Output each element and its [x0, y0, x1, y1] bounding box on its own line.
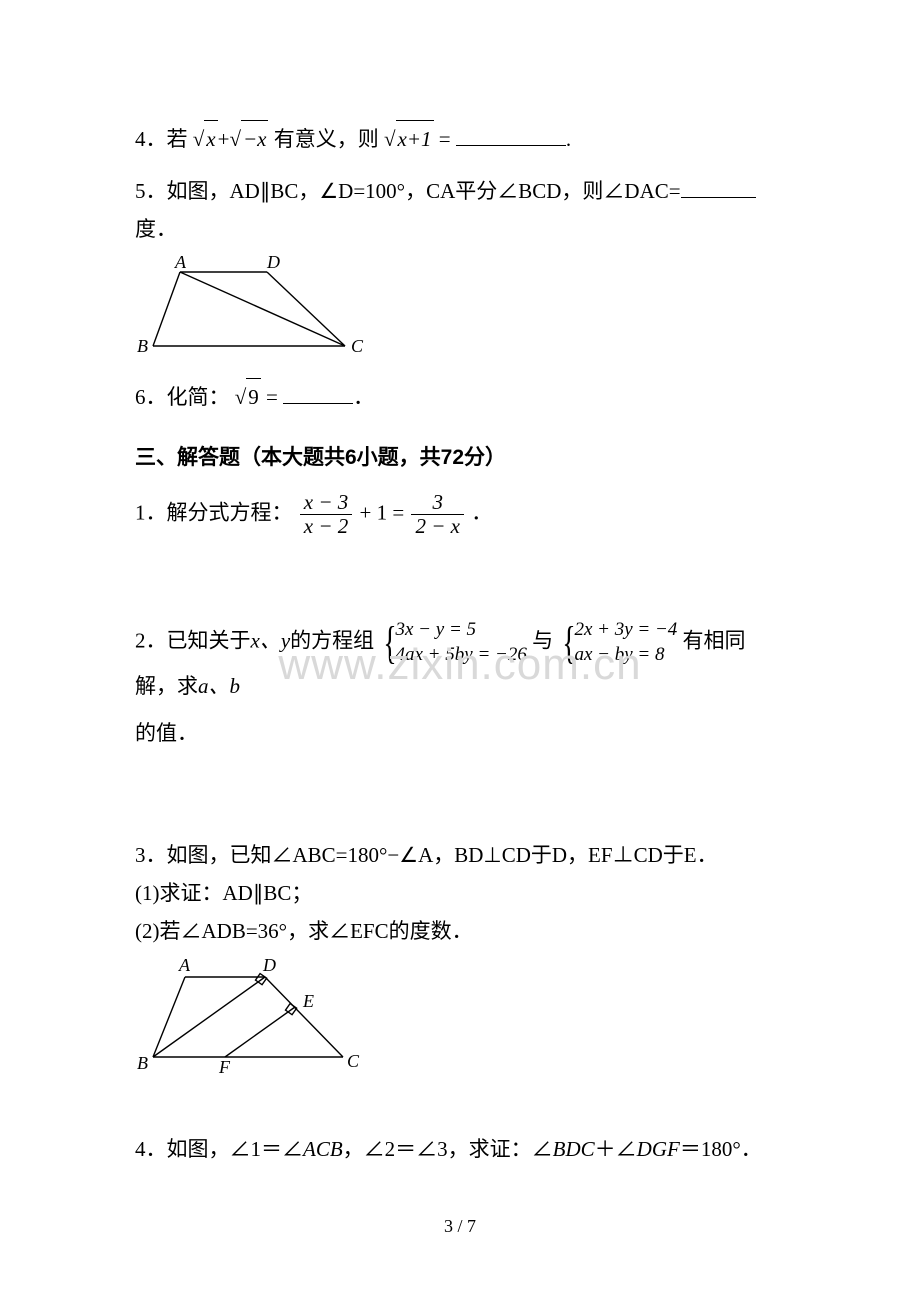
p2-sys1: {3x − y = 54ax + 5by = −26: [379, 618, 526, 667]
p4-suffix: ＝180°．: [680, 1137, 762, 1161]
section-3-title: 三、解答题（本大题共6小题，共72分）: [135, 439, 785, 477]
question-5: 5．如图，AD∥BC，∠D=100°，CA平分∠BCD，则∠DAC= 度． A D…: [135, 173, 785, 365]
page-footer: 3 / 7: [0, 1210, 920, 1242]
label-A: A: [174, 254, 187, 272]
p1-frac2: 32 − x: [411, 491, 464, 538]
problem-1: 1．解分式方程： x − 3x − 2 + 1 = 32 − x ．: [135, 491, 785, 538]
p3-l1: 3．如图，已知∠ABC=180°−∠A，BD⊥CD于D，EF⊥CD于E．: [135, 837, 785, 875]
p3-l3: (2)若∠ADB=36°，求∠EFC的度数．: [135, 913, 785, 951]
q6-eq: =: [266, 385, 283, 409]
p4-dgf: DGF: [637, 1137, 680, 1161]
q4-mid: 有意义，则: [274, 127, 379, 151]
problem-3: 3．如图，已知∠ABC=180°−∠A，BD⊥CD于D，EF⊥CD于E． (1)…: [135, 837, 785, 1076]
question-6: 6．化简： √9 = ．: [135, 378, 785, 417]
label-B: B: [137, 336, 148, 356]
label-E: E: [302, 991, 314, 1011]
p2-prefix: 2．已知关于: [135, 629, 251, 653]
p4-bdc: BDC: [553, 1137, 595, 1161]
q4-sqrt-x: √x: [193, 120, 218, 159]
problem-2: 2．已知关于x、y的方程组 {3x − y = 54ax + 5by = −26…: [135, 618, 785, 753]
p4-acb: ACB: [303, 1137, 343, 1161]
p3-l2: (1)求证：AD∥BC；: [135, 875, 785, 913]
q5-suffix: 度．: [135, 217, 177, 241]
q6-period: ．: [353, 385, 374, 409]
question-4: 4．若 √x+√−x 有意义，则 √x+1 = .: [135, 120, 785, 159]
p1-prefix: 1．解分式方程：: [135, 500, 293, 524]
q5-blank: [681, 197, 756, 198]
problem-4: 4．如图，∠1＝∠ACB，∠2＝∠3，求证：∠BDC＋∠DGF＝180°．: [135, 1131, 785, 1169]
label-B: B: [137, 1053, 148, 1073]
q6-blank: [283, 403, 353, 404]
p4-mid: ，∠2＝∠3，求证：∠: [343, 1137, 553, 1161]
label-C: C: [347, 1051, 360, 1071]
p2-ab: a、b: [198, 674, 240, 698]
q4-sqrt-negx: √−x: [229, 120, 268, 159]
label-D: D: [262, 957, 276, 975]
p4-prefix: 4．如图，∠1＝∠: [135, 1137, 303, 1161]
q4-prefix: 4．若: [135, 127, 188, 151]
label-D: D: [266, 254, 280, 272]
label-C: C: [351, 336, 364, 356]
p1-frac1: x − 3x − 2: [300, 491, 353, 538]
p2-line2: 的值．: [135, 715, 785, 753]
q4-blank: [456, 145, 566, 146]
q4-eq: =: [439, 127, 456, 151]
q4-sqrt-x1: √x+1: [384, 120, 434, 159]
p3-figure: A D E B F C: [135, 957, 375, 1077]
q5-text: 5．如图，AD∥BC，∠D=100°，CA平分∠BCD，则∠DAC=: [135, 179, 681, 203]
q6-sqrt9: √9: [235, 378, 261, 417]
label-F: F: [218, 1057, 231, 1077]
p2-sys2: {2x + 3y = −4ax − by = 8: [558, 618, 677, 667]
p2-mid1: 的方程组: [290, 629, 374, 653]
label-A: A: [178, 957, 191, 975]
q4-period: .: [566, 127, 571, 151]
p1-period: ．: [471, 500, 492, 524]
p2-conj: 与: [532, 629, 553, 653]
p2-xy: x、y: [251, 629, 291, 653]
p4-plus: ＋∠: [595, 1137, 637, 1161]
p1-plus1: + 1 =: [360, 500, 410, 524]
q5-figure: A D B C: [135, 254, 375, 364]
q6-prefix: 6．化简：: [135, 385, 230, 409]
